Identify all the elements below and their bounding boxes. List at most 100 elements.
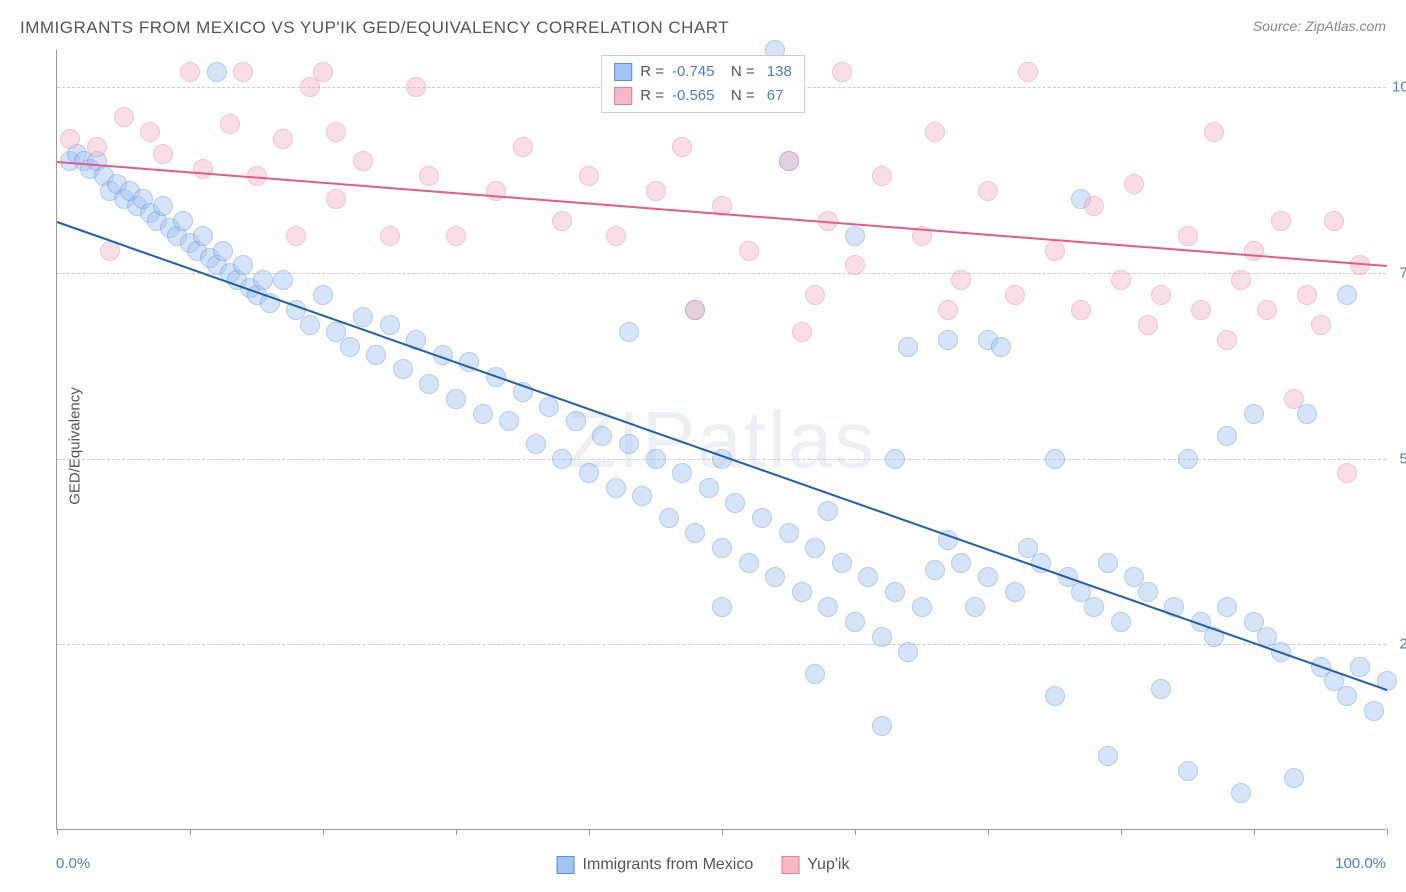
legend-series-item: Immigrants from Mexico — [557, 856, 754, 874]
data-point — [473, 404, 493, 424]
data-point — [1071, 300, 1091, 320]
data-point — [220, 114, 240, 134]
data-point — [1005, 582, 1025, 602]
data-point — [1217, 597, 1237, 617]
data-point — [1297, 285, 1317, 305]
data-point — [1111, 612, 1131, 632]
data-point — [499, 411, 519, 431]
data-point — [87, 137, 107, 157]
data-point — [1098, 746, 1118, 766]
data-point — [180, 62, 200, 82]
data-point — [1271, 211, 1291, 231]
data-point — [818, 501, 838, 521]
data-point — [1231, 270, 1251, 290]
data-point — [858, 567, 878, 587]
data-point — [193, 159, 213, 179]
trend-line — [57, 161, 1387, 267]
data-point — [1084, 597, 1104, 617]
data-point — [991, 337, 1011, 357]
data-point — [712, 597, 732, 617]
data-point — [1098, 553, 1118, 573]
data-point — [779, 523, 799, 543]
data-point — [978, 567, 998, 587]
data-point — [938, 330, 958, 350]
data-point — [1191, 300, 1211, 320]
data-point — [672, 463, 692, 483]
data-point — [805, 285, 825, 305]
data-point — [513, 137, 533, 157]
data-point — [353, 307, 373, 327]
legend-r-label: R = — [640, 84, 664, 108]
legend-stat-row: R =-0.745 N = 138 — [614, 60, 792, 84]
data-point — [832, 62, 852, 82]
data-point — [845, 226, 865, 246]
data-point — [326, 189, 346, 209]
data-point — [300, 315, 320, 335]
data-point — [1045, 449, 1065, 469]
data-point — [340, 337, 360, 357]
data-point — [233, 62, 253, 82]
data-point — [1178, 226, 1198, 246]
data-point — [552, 449, 572, 469]
data-point — [1111, 270, 1131, 290]
data-point — [818, 597, 838, 617]
data-point — [1084, 196, 1104, 216]
y-tick-label: 25.0% — [1392, 636, 1406, 653]
x-tick — [323, 829, 324, 835]
data-point — [1124, 174, 1144, 194]
data-point — [1018, 62, 1038, 82]
legend-swatch — [557, 856, 575, 874]
data-point — [752, 508, 772, 528]
data-point — [273, 129, 293, 149]
data-point — [845, 255, 865, 275]
data-point — [1178, 449, 1198, 469]
y-tick-label: 75.0% — [1392, 264, 1406, 281]
data-point — [446, 226, 466, 246]
data-point — [313, 285, 333, 305]
data-point — [446, 389, 466, 409]
data-point — [805, 664, 825, 684]
data-point — [526, 434, 546, 454]
data-point — [1244, 241, 1264, 261]
data-point — [273, 270, 293, 290]
data-point — [1284, 389, 1304, 409]
data-point — [792, 322, 812, 342]
data-point — [672, 137, 692, 157]
data-point — [685, 300, 705, 320]
data-point — [566, 411, 586, 431]
x-tick — [190, 829, 191, 835]
data-point — [313, 62, 333, 82]
data-point — [925, 122, 945, 142]
watermark-text: ZIPatlas — [567, 394, 876, 486]
data-point — [253, 270, 273, 290]
data-point — [486, 181, 506, 201]
data-point — [1231, 783, 1251, 803]
legend-swatch — [614, 63, 632, 81]
data-point — [792, 582, 812, 602]
data-point — [1217, 426, 1237, 446]
data-point — [739, 553, 759, 573]
data-point — [659, 508, 679, 528]
data-point — [712, 538, 732, 558]
data-point — [552, 211, 572, 231]
data-point — [646, 181, 666, 201]
data-point — [832, 553, 852, 573]
data-point — [606, 226, 626, 246]
data-point — [406, 77, 426, 97]
legend-n-label: N = — [723, 60, 755, 84]
data-point — [965, 597, 985, 617]
data-point — [1284, 768, 1304, 788]
data-point — [213, 241, 233, 261]
data-point — [779, 151, 799, 171]
data-point — [805, 538, 825, 558]
data-point — [1005, 285, 1025, 305]
correlation-legend: R =-0.745 N = 138R =-0.565 N = 67 — [601, 55, 805, 113]
legend-series-item: Yup'ik — [781, 856, 849, 874]
data-point — [539, 397, 559, 417]
data-point — [353, 151, 373, 171]
x-tick — [1121, 829, 1122, 835]
series-legend: Immigrants from Mexico Yup'ik — [557, 856, 850, 874]
data-point — [419, 374, 439, 394]
data-point — [193, 226, 213, 246]
data-point — [898, 337, 918, 357]
